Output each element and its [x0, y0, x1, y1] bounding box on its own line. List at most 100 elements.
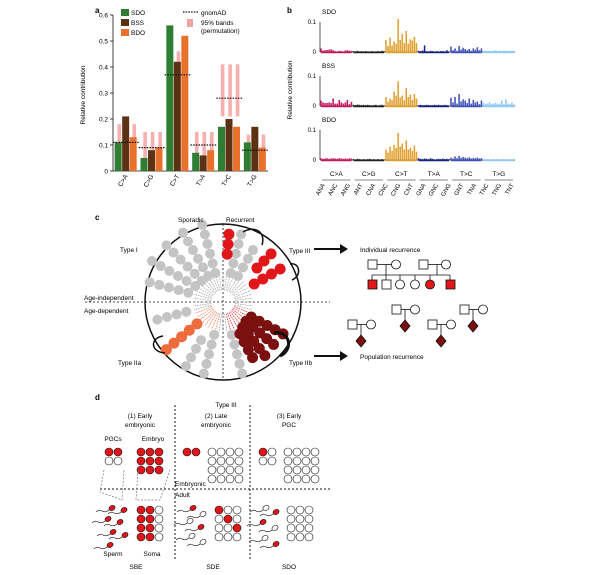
b-group-label: T>A [428, 171, 441, 178]
a-ytick-label: 0.4 [99, 64, 108, 71]
label-embryo: Embryo [142, 436, 165, 443]
b-bar [332, 158, 334, 160]
c-dot-type-iib [259, 350, 271, 362]
d-cell-embryo-col3 [310, 447, 320, 457]
b-bar [417, 105, 420, 106]
b-bar [399, 97, 401, 106]
a-bar-bss [251, 126, 259, 171]
b-bar [395, 95, 397, 106]
b-bar [381, 159, 383, 160]
d-sperm-head [199, 539, 207, 545]
d-sperm-tail [91, 520, 106, 524]
c-dot-type-iib [268, 338, 280, 350]
d-sperm-tail [186, 515, 201, 519]
b-bar [403, 43, 406, 52]
d-cell-pgc-col1 [104, 447, 114, 457]
d-cell-embryo-col2b [207, 474, 217, 484]
c-dot-sporadic [152, 314, 163, 325]
b-bar [431, 105, 434, 106]
d-sperm-tail [175, 537, 190, 541]
a-ytick-label: 0.5 [99, 38, 108, 45]
b-bar [344, 50, 347, 52]
d-sperm-head [272, 509, 280, 515]
c-dot-sporadic [161, 312, 172, 323]
b-bar [360, 105, 363, 106]
b-bar [440, 51, 442, 52]
d-cell-embryo-col1 [154, 447, 164, 457]
c-dot-sporadic [210, 268, 221, 279]
a-bar-bdo [155, 147, 163, 171]
d-sperm-tail [95, 509, 110, 513]
b-ytick-bottom: 0 [313, 50, 317, 56]
d-cell-pgc-col1 [113, 447, 123, 457]
d-cell-soma-col2 [223, 514, 233, 524]
b-bar [478, 50, 481, 52]
d-cell-soma-col3 [286, 505, 296, 515]
b-group-label: C>T [395, 171, 407, 178]
col2-title-line1: (2) Late [205, 413, 228, 420]
d-sperm-head [259, 519, 267, 525]
b-bar [425, 51, 428, 52]
b-context-label: CNA [366, 183, 378, 197]
d-cell-embryo-col1 [136, 465, 146, 475]
c-dot-sporadic [209, 329, 220, 340]
c-spoke [234, 297, 253, 301]
b-bar [425, 158, 428, 160]
b-bar [429, 50, 432, 52]
d-sperm-tail [259, 545, 274, 549]
d-cell-embryo-col3 [283, 456, 293, 466]
b-bar [393, 41, 395, 52]
legend-swatch-bands [187, 19, 193, 27]
b-bar [364, 105, 367, 106]
b-bar [324, 50, 326, 52]
d-cell-pgc-col1 [104, 456, 114, 466]
c-spoke [224, 313, 228, 332]
b-bar [322, 50, 324, 52]
a-bar-bdo [258, 147, 266, 171]
b-bar [462, 47, 464, 52]
b-bar [442, 51, 444, 52]
c-dot-sporadic [234, 358, 245, 369]
b-bar [494, 103, 497, 106]
b-bar [389, 146, 391, 160]
c-dot-sporadic [233, 239, 244, 250]
d-cell-soma-col2 [232, 505, 242, 515]
c-spoke [233, 290, 251, 298]
c-dot-sporadic [225, 268, 236, 279]
b-bar [411, 100, 414, 106]
d-cell-embryo-col3 [301, 447, 311, 457]
b-bar [395, 148, 397, 160]
b-bar [460, 101, 462, 106]
c-dot-sporadic [193, 253, 203, 264]
d-sperm-tail [186, 543, 201, 547]
b-bar [423, 45, 426, 52]
b-bar [413, 145, 416, 160]
b-bar [405, 88, 408, 106]
b-bar [456, 158, 458, 160]
d-cell-embryo-col2b [207, 456, 217, 466]
d-sperm-head [262, 505, 270, 511]
a-bar-bss [173, 61, 181, 171]
d-cell-embryo-col3 [292, 447, 302, 457]
b-bar [496, 159, 499, 160]
d-cell-embryo-col2b [225, 465, 235, 475]
b-bar [393, 145, 395, 160]
d-cell-embryo-col3 [301, 465, 311, 475]
b-bar [409, 39, 412, 52]
b-bar [421, 159, 424, 160]
b-bar [346, 100, 349, 106]
b-bar [326, 103, 328, 106]
b-bar [391, 100, 393, 106]
b-bar [488, 102, 491, 106]
c-spoke [193, 297, 212, 301]
a-xtick-label: T>C [221, 173, 233, 188]
b-bar [415, 43, 418, 52]
b-bar [385, 149, 387, 160]
b-bar [452, 102, 454, 106]
b-bar [344, 102, 347, 106]
b-bar [427, 159, 430, 160]
arrow-individual-head [340, 244, 348, 254]
d-cell-embryo-col3 [283, 474, 293, 484]
b-context-label: GNG [441, 183, 453, 198]
b-bar [433, 104, 436, 106]
